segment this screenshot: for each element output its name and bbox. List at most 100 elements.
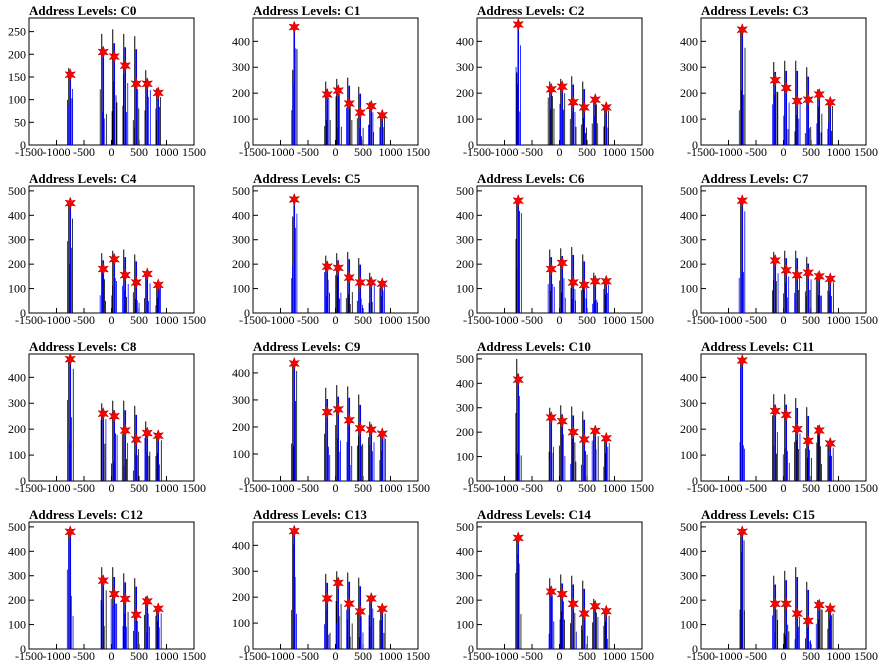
peak-star-marker <box>119 592 132 606</box>
spike-group <box>804 256 812 313</box>
x-tick-label: -1000 <box>43 313 71 327</box>
y-tick-label: 200 <box>456 86 474 100</box>
x-tick-label: -500 <box>521 649 543 663</box>
x-tick-label: -1000 <box>715 649 743 663</box>
chart-panel-c13: Address Levels: C13 0 100 200 300 400 -1500 -10… <box>232 507 430 663</box>
x-tick-label: -1500 <box>239 481 267 495</box>
peak-star-marker <box>288 524 301 538</box>
peak-star-marker <box>589 274 602 289</box>
x-tick-label: 500 <box>354 145 372 159</box>
peak-star-marker <box>130 608 143 622</box>
peak-star-marker <box>813 269 826 284</box>
x-tick-label: -500 <box>73 145 95 159</box>
y-tick-label: 500 <box>456 184 474 198</box>
x-tick-label: -500 <box>297 313 319 327</box>
y-tick-label: 100 <box>456 450 474 464</box>
y-tick-label: 500 <box>680 520 698 534</box>
peak-star-marker <box>321 405 334 419</box>
peak-star-marker <box>736 193 749 208</box>
y-tick-label: 0 <box>20 306 26 320</box>
x-tick-label: 500 <box>578 145 596 159</box>
spike-group <box>324 573 331 649</box>
spike-group <box>794 250 800 313</box>
x-tick-label: 1000 <box>603 313 627 327</box>
spike-group <box>805 581 812 649</box>
peak-star-marker <box>376 602 389 616</box>
x-tick-label: 500 <box>578 649 596 663</box>
peak-star-marker <box>589 92 602 107</box>
x-tick-label: -500 <box>297 145 319 159</box>
peak-star-marker <box>343 413 356 427</box>
peak-star-marker <box>343 270 356 285</box>
y-tick-label: 100 <box>232 616 250 630</box>
x-tick-label: 1000 <box>379 313 403 327</box>
x-tick-label: -1500 <box>15 481 43 495</box>
y-tick-label: 300 <box>456 401 474 415</box>
spike-group <box>291 199 298 313</box>
peak-star-marker <box>769 404 782 418</box>
spike-group <box>783 250 790 313</box>
spike-group <box>144 596 150 649</box>
x-tick-label: 1000 <box>155 313 179 327</box>
x-tick-label: -1500 <box>463 649 491 663</box>
x-tick-label: 1000 <box>827 313 851 327</box>
peak-star-marker <box>567 597 580 611</box>
y-tick-label: 0 <box>468 306 474 320</box>
spike-group <box>783 570 790 649</box>
y-tick-label: 200 <box>456 425 474 439</box>
x-tick-label: 1500 <box>406 481 430 495</box>
peak-star-marker <box>780 408 793 422</box>
x-tick-label: 0 <box>557 481 563 495</box>
peak-star-marker <box>791 422 804 436</box>
peak-star-marker <box>600 100 613 115</box>
peak-star-marker <box>545 82 558 97</box>
peak-star-marker <box>365 591 378 606</box>
peak-star-marker <box>64 67 77 82</box>
x-tick-label: 1000 <box>155 145 179 159</box>
spike-group <box>580 411 588 481</box>
y-tick-label: 300 <box>8 396 26 410</box>
y-tick-label: 400 <box>456 544 474 558</box>
x-tick-label: 1500 <box>182 481 206 495</box>
x-tick-label: 1500 <box>854 649 878 663</box>
panel-title: Address Levels: C9 <box>253 339 361 354</box>
x-tick-label: -500 <box>745 481 767 495</box>
x-tick-label: -500 <box>745 313 767 327</box>
spike-group <box>559 574 565 649</box>
peak-star-marker <box>64 352 77 366</box>
x-tick-label: 0 <box>781 649 787 663</box>
panel-title: Address Levels: C10 <box>477 339 591 354</box>
x-tick-label: 1000 <box>827 145 851 159</box>
spike-group <box>67 359 74 481</box>
spike-group <box>67 203 73 313</box>
peak-star-marker <box>152 601 165 616</box>
panel-title: Address Levels: C15 <box>701 507 815 522</box>
peak-star-marker <box>152 428 165 443</box>
peak-star-marker <box>512 531 525 545</box>
peak-star-marker <box>512 372 525 387</box>
peak-star-marker <box>152 278 165 292</box>
y-tick-label: 400 <box>680 34 698 48</box>
spike-group <box>324 387 331 481</box>
peak-star-marker <box>354 275 367 290</box>
peak-star-marker <box>288 356 301 371</box>
peak-star-marker <box>802 614 815 628</box>
spike-group <box>738 200 746 313</box>
peak-star-marker <box>600 274 613 289</box>
spike-group <box>827 102 833 145</box>
x-tick-label: -1000 <box>267 649 295 663</box>
x-tick-label: -1000 <box>491 649 519 663</box>
x-tick-label: -1500 <box>687 313 715 327</box>
peak-star-marker <box>354 604 367 619</box>
spike-group <box>368 102 374 145</box>
x-tick-label: -500 <box>521 145 543 159</box>
x-tick-label: 1000 <box>603 481 627 495</box>
peak-star-marker <box>556 256 569 270</box>
plot-frame <box>252 17 419 146</box>
peak-star-marker <box>802 434 815 448</box>
x-tick-label: 500 <box>130 481 148 495</box>
spike-group <box>591 99 599 145</box>
x-tick-label: -1500 <box>15 649 43 663</box>
x-tick-label: 500 <box>802 481 820 495</box>
peak-star-marker <box>769 253 782 268</box>
